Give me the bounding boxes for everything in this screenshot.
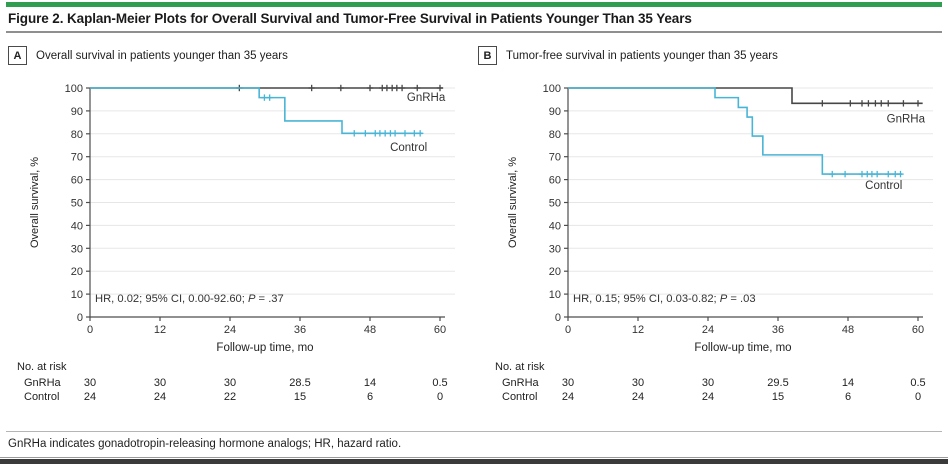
svg-text:GnRHa: GnRHa bbox=[502, 377, 540, 389]
svg-text:20: 20 bbox=[71, 266, 83, 278]
svg-text:30: 30 bbox=[224, 377, 236, 389]
panel-a-title: Overall survival in patients younger tha… bbox=[36, 49, 288, 62]
svg-text:GnRHa: GnRHa bbox=[407, 92, 446, 104]
svg-text:No. at risk: No. at risk bbox=[495, 361, 545, 373]
svg-text:100: 100 bbox=[543, 83, 561, 95]
svg-text:24: 24 bbox=[224, 324, 236, 336]
svg-text:24: 24 bbox=[632, 391, 644, 403]
svg-text:48: 48 bbox=[364, 324, 376, 336]
svg-text:Control: Control bbox=[390, 142, 427, 154]
svg-text:0.5: 0.5 bbox=[910, 377, 925, 389]
panel-b-label: B bbox=[478, 46, 497, 65]
svg-text:Overall survival, %: Overall survival, % bbox=[29, 157, 41, 248]
svg-text:50: 50 bbox=[71, 198, 83, 210]
svg-text:GnRHa: GnRHa bbox=[887, 113, 926, 125]
svg-text:24: 24 bbox=[702, 391, 714, 403]
figure-footnote: GnRHa indicates gonadotropin-releasing h… bbox=[8, 438, 402, 450]
svg-text:14: 14 bbox=[364, 377, 376, 389]
svg-text:0.5: 0.5 bbox=[432, 377, 447, 389]
svg-text:24: 24 bbox=[154, 391, 166, 403]
svg-text:15: 15 bbox=[772, 391, 784, 403]
svg-text:12: 12 bbox=[632, 324, 644, 336]
svg-text:6: 6 bbox=[367, 391, 373, 403]
svg-text:14: 14 bbox=[842, 377, 854, 389]
svg-text:48: 48 bbox=[842, 324, 854, 336]
svg-text:No. at risk: No. at risk bbox=[17, 361, 67, 373]
svg-text:70: 70 bbox=[71, 152, 83, 164]
title-rule bbox=[6, 31, 942, 33]
svg-text:70: 70 bbox=[549, 152, 561, 164]
svg-text:30: 30 bbox=[562, 377, 574, 389]
svg-text:20: 20 bbox=[549, 266, 561, 278]
bottom-bar bbox=[0, 459, 948, 464]
svg-text:90: 90 bbox=[549, 106, 561, 118]
svg-text:12: 12 bbox=[154, 324, 166, 336]
svg-text:36: 36 bbox=[294, 324, 306, 336]
svg-text:30: 30 bbox=[154, 377, 166, 389]
svg-text:24: 24 bbox=[702, 324, 714, 336]
svg-text:22: 22 bbox=[224, 391, 236, 403]
svg-text:6: 6 bbox=[845, 391, 851, 403]
bottom-thin-rule bbox=[0, 457, 948, 458]
svg-text:100: 100 bbox=[65, 83, 83, 95]
panel-b-header: B Tumor-free survival in patients younge… bbox=[478, 46, 778, 65]
svg-text:28.5: 28.5 bbox=[289, 377, 310, 389]
svg-text:80: 80 bbox=[549, 129, 561, 141]
svg-text:29.5: 29.5 bbox=[767, 377, 788, 389]
svg-text:30: 30 bbox=[702, 377, 714, 389]
svg-text:10: 10 bbox=[549, 289, 561, 301]
svg-text:HR, 0.02; 95% CI, 0.00-92.60;: HR, 0.02; 95% CI, 0.00-92.60; P = .37 bbox=[95, 293, 284, 305]
svg-text:Follow-up time, mo: Follow-up time, mo bbox=[694, 342, 791, 354]
svg-text:0: 0 bbox=[77, 312, 83, 324]
svg-text:24: 24 bbox=[562, 391, 574, 403]
panel-b-title: Tumor-free survival in patients younger … bbox=[506, 49, 778, 62]
footnote-rule bbox=[6, 431, 942, 432]
svg-text:0: 0 bbox=[87, 324, 93, 336]
svg-text:GnRHa: GnRHa bbox=[24, 377, 62, 389]
svg-text:0: 0 bbox=[565, 324, 571, 336]
svg-text:36: 36 bbox=[772, 324, 784, 336]
panel-a-label: A bbox=[8, 46, 27, 65]
svg-text:40: 40 bbox=[71, 220, 83, 232]
svg-text:24: 24 bbox=[84, 391, 96, 403]
svg-text:30: 30 bbox=[632, 377, 644, 389]
svg-text:0: 0 bbox=[555, 312, 561, 324]
svg-text:Control: Control bbox=[502, 391, 537, 403]
svg-text:60: 60 bbox=[912, 324, 924, 336]
svg-text:30: 30 bbox=[84, 377, 96, 389]
svg-text:0: 0 bbox=[437, 391, 443, 403]
panel-a-header: A Overall survival in patients younger t… bbox=[8, 46, 288, 65]
svg-text:10: 10 bbox=[71, 289, 83, 301]
svg-text:Control: Control bbox=[865, 180, 902, 192]
accent-bar bbox=[6, 2, 942, 7]
svg-text:50: 50 bbox=[549, 198, 561, 210]
svg-text:Follow-up time, mo: Follow-up time, mo bbox=[216, 342, 313, 354]
svg-text:HR, 0.15; 95% CI, 0.03-0.82; P: HR, 0.15; 95% CI, 0.03-0.82; P = .03 bbox=[573, 293, 756, 305]
svg-text:0: 0 bbox=[915, 391, 921, 403]
svg-text:30: 30 bbox=[549, 243, 561, 255]
svg-text:40: 40 bbox=[549, 220, 561, 232]
svg-text:60: 60 bbox=[549, 175, 561, 187]
svg-text:15: 15 bbox=[294, 391, 306, 403]
svg-text:30: 30 bbox=[71, 243, 83, 255]
svg-text:Control: Control bbox=[24, 391, 59, 403]
svg-text:60: 60 bbox=[434, 324, 446, 336]
svg-text:60: 60 bbox=[71, 175, 83, 187]
svg-text:90: 90 bbox=[71, 106, 83, 118]
svg-text:Overall survival, %: Overall survival, % bbox=[507, 157, 519, 248]
figure-title: Figure 2. Kaplan-Meier Plots for Overall… bbox=[8, 11, 692, 26]
svg-text:80: 80 bbox=[71, 129, 83, 141]
